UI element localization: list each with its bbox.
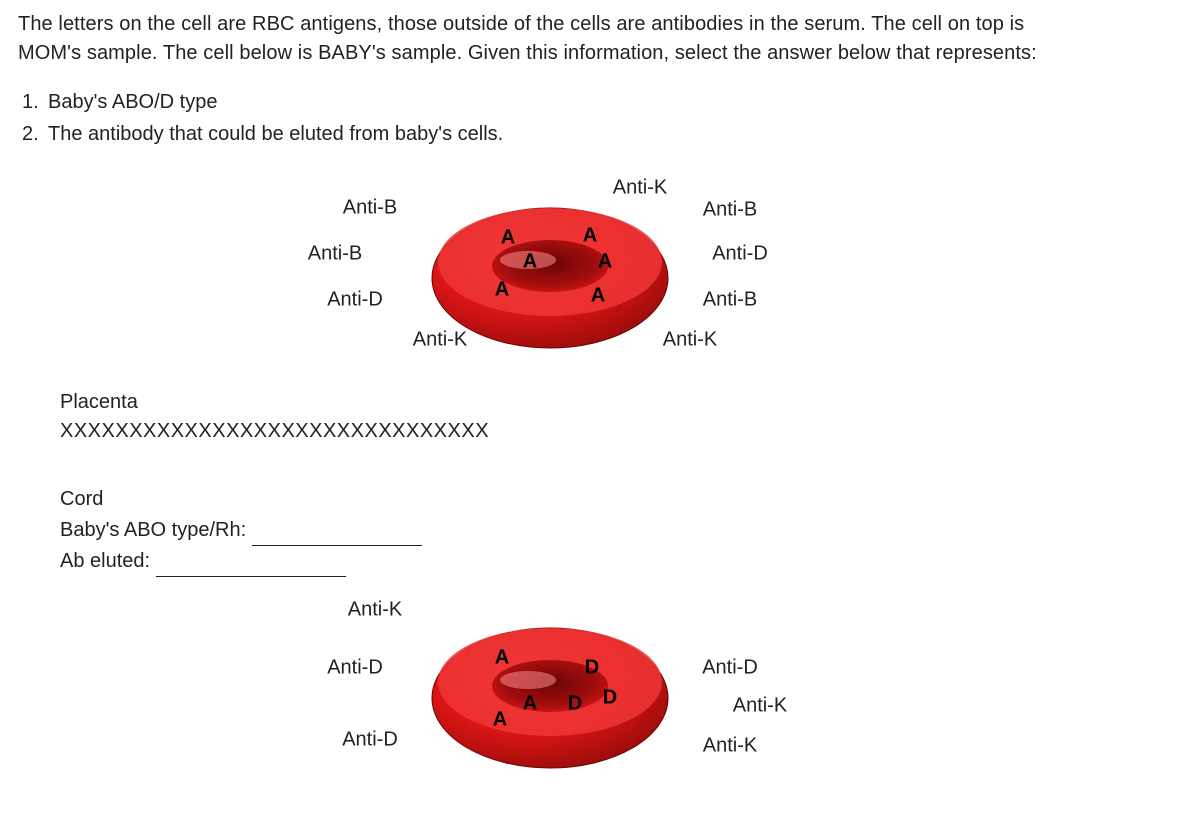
antibody-label: Anti-B bbox=[703, 289, 757, 312]
antigen-label: A bbox=[493, 709, 507, 732]
placenta-label: Placenta bbox=[60, 388, 489, 417]
antibody-label: Anti-B bbox=[308, 243, 362, 266]
intro-line-2: MOM's sample. The cell below is BABY's s… bbox=[18, 42, 1037, 64]
antigen-label: A bbox=[501, 227, 515, 250]
abo-line: Baby's ABO type/Rh: bbox=[60, 515, 422, 546]
eluted-label: Ab eluted: bbox=[60, 546, 150, 577]
cord-label: Cord bbox=[60, 484, 422, 515]
antibody-label: Anti-B bbox=[343, 197, 397, 220]
abo-label: Baby's ABO type/Rh: bbox=[60, 515, 246, 546]
antigen-label: A bbox=[598, 251, 612, 274]
antibody-label: Anti-D bbox=[702, 657, 758, 680]
antibody-label: Anti-K bbox=[703, 735, 757, 758]
antibody-label: Anti-K bbox=[348, 599, 402, 622]
antigen-label: A bbox=[523, 251, 537, 274]
list-number-1: 1. bbox=[22, 86, 48, 118]
antigen-label: D bbox=[568, 693, 582, 716]
antigen-label: D bbox=[603, 687, 617, 710]
page: The letters on the cell are RBC antigens… bbox=[0, 0, 1200, 815]
antibody-label: Anti-D bbox=[327, 289, 383, 312]
list-text-2: The antibody that could be eluted from b… bbox=[48, 118, 503, 150]
list-item: 1. Baby's ABO/D type bbox=[22, 86, 1182, 118]
antigen-label: A bbox=[495, 279, 509, 302]
list-number-2: 2. bbox=[22, 118, 48, 150]
antibody-label: Anti-K bbox=[663, 329, 717, 352]
list-item: 2. The antibody that could be eluted fro… bbox=[22, 118, 1182, 150]
rbc-icon bbox=[430, 200, 670, 350]
antigen-label: A bbox=[583, 225, 597, 248]
mom-cell: AAAAAAAnti-KAnti-BAnti-BAnti-BAnti-DAnti… bbox=[430, 200, 670, 350]
intro-text: The letters on the cell are RBC antigens… bbox=[18, 10, 1182, 68]
eluted-line: Ab eluted: bbox=[60, 546, 422, 577]
antibody-label: Anti-D bbox=[327, 657, 383, 680]
antibody-label: Anti-K bbox=[733, 695, 787, 718]
antigen-label: A bbox=[495, 647, 509, 670]
baby-cell: AAADDDAnti-KAnti-DAnti-DAnti-KAnti-DAnti… bbox=[430, 620, 670, 770]
antibody-label: Anti-D bbox=[342, 729, 398, 752]
cord-block: Cord Baby's ABO type/Rh: Ab eluted: bbox=[60, 484, 422, 577]
antibody-label: Anti-D bbox=[712, 243, 768, 266]
eluted-blank[interactable] bbox=[156, 559, 346, 577]
antigen-label: D bbox=[585, 657, 599, 680]
antigen-label: A bbox=[591, 285, 605, 308]
placenta-block: Placenta XXXXXXXXXXXXXXXXXXXXXXXXXXXXXXX bbox=[60, 388, 489, 446]
placenta-barrier: XXXXXXXXXXXXXXXXXXXXXXXXXXXXXXX bbox=[60, 417, 489, 446]
antibody-label: Anti-B bbox=[703, 199, 757, 222]
rbc-icon bbox=[430, 620, 670, 770]
question-list: 1. Baby's ABO/D type 2. The antibody tha… bbox=[22, 86, 1182, 150]
intro-line-1: The letters on the cell are RBC antigens… bbox=[18, 13, 1024, 35]
abo-blank[interactable] bbox=[252, 528, 422, 546]
list-text-1: Baby's ABO/D type bbox=[48, 86, 217, 118]
antibody-label: Anti-K bbox=[413, 329, 467, 352]
antigen-label: A bbox=[523, 693, 537, 716]
antibody-label: Anti-K bbox=[613, 177, 667, 200]
